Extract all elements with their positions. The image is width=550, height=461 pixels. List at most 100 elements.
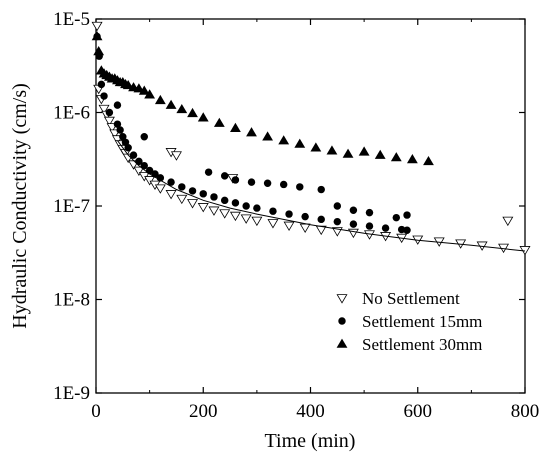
data-point (100, 92, 108, 100)
data-point (240, 214, 252, 224)
data-point (358, 146, 370, 156)
data-point (210, 193, 218, 201)
data-point (253, 204, 261, 212)
data-point (365, 208, 374, 217)
data-point (220, 172, 229, 180)
data-point (326, 145, 338, 155)
data-point (347, 228, 359, 239)
x-tick-label: 400 (296, 401, 325, 422)
series-settlement-15mm (93, 32, 411, 234)
data-point (129, 151, 138, 159)
data-point (91, 21, 103, 32)
data-point (98, 104, 110, 115)
data-point (199, 190, 207, 198)
data-point (294, 138, 306, 148)
data-point (167, 178, 175, 186)
data-point (144, 176, 156, 186)
data-point (423, 155, 434, 166)
series-no-settlement (91, 21, 531, 256)
data-point (242, 202, 250, 210)
data-point (363, 230, 375, 240)
legend-label: No Settlement (362, 289, 460, 308)
data-point (263, 179, 272, 187)
axis-ticks: 0 200 400 600 800 1E-9 1E-8 1E-7 1E-6 1E-5 (53, 9, 539, 422)
data-point (230, 122, 241, 132)
data-point (165, 190, 177, 200)
data-point (301, 212, 309, 221)
data-point (229, 211, 241, 222)
data-point (374, 149, 386, 159)
data-point (342, 148, 354, 158)
data-point (97, 80, 106, 89)
data-point (406, 154, 418, 164)
data-point (140, 133, 148, 141)
data-point (154, 94, 166, 105)
data-point (165, 99, 177, 109)
data-point (113, 120, 122, 128)
data-point (299, 223, 311, 234)
data-point (267, 219, 279, 229)
data-point (390, 152, 402, 162)
data-point (138, 85, 150, 95)
data-point (278, 135, 290, 145)
y-tick-label: 1E-8 (53, 290, 90, 311)
data-point (154, 184, 166, 194)
data-marks (91, 21, 531, 256)
data-point (246, 127, 257, 137)
data-point (197, 112, 209, 122)
data-point (283, 221, 295, 232)
data-point (310, 142, 322, 152)
y-axis-label: Hydraulic Conductivity (cm/s) (9, 83, 31, 329)
data-point (220, 196, 229, 205)
data-point (296, 183, 304, 191)
data-point (187, 199, 199, 209)
data-point (231, 199, 240, 207)
data-point (502, 216, 514, 227)
data-point (188, 187, 197, 195)
data-point (178, 183, 186, 191)
data-point (285, 210, 293, 218)
data-point (403, 226, 411, 234)
data-point (140, 161, 148, 170)
data-point (403, 211, 411, 219)
data-point (133, 166, 145, 177)
y-tick-label: 1E-9 (53, 383, 90, 404)
data-point (105, 108, 114, 117)
data-point (365, 222, 374, 230)
data-point (269, 207, 277, 215)
data-point (116, 126, 124, 134)
y-tick-label: 1E-6 (53, 103, 90, 124)
legend-marker (336, 338, 348, 348)
y-tick-label: 1E-7 (53, 196, 90, 217)
data-point (349, 220, 358, 228)
data-point (144, 89, 156, 99)
data-point (93, 46, 105, 56)
data-point (113, 101, 122, 109)
series-settlement-30mm (91, 31, 434, 166)
data-point (381, 224, 390, 232)
x-axis-label: Time (min) (265, 430, 356, 452)
data-point (208, 206, 220, 216)
legend-marker (338, 317, 346, 325)
legend-marker (336, 294, 348, 304)
y-tick-label: 1E-5 (53, 9, 90, 30)
data-point (219, 209, 231, 219)
data-point (392, 213, 401, 222)
x-tick-label: 200 (189, 401, 218, 422)
trend-line (117, 140, 526, 252)
data-point (124, 144, 132, 152)
data-point (251, 216, 263, 227)
legend-label: Settlement 15mm (362, 312, 482, 331)
data-point (231, 176, 240, 184)
x-tick-label: 600 (404, 401, 433, 422)
data-point (176, 194, 188, 205)
data-point (204, 168, 213, 176)
x-tick-label: 0 (91, 401, 101, 422)
data-point (279, 180, 288, 189)
data-point (213, 117, 225, 127)
x-tick-label: 800 (511, 401, 540, 422)
data-point (176, 103, 188, 114)
data-point (170, 151, 182, 161)
data-point (333, 202, 342, 210)
